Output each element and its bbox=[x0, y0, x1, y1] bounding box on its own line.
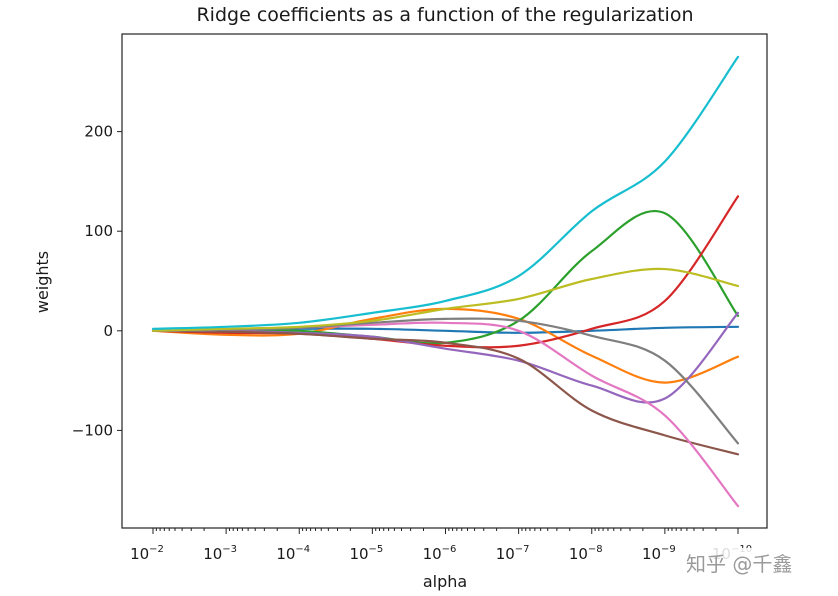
y-tick-label: −100 bbox=[72, 421, 113, 439]
x-axis-ticks: 10−210−310−410−510−610−710−810−910−10 bbox=[130, 528, 752, 563]
x-tick-label: 10−8 bbox=[569, 544, 603, 563]
watermark-background bbox=[680, 548, 828, 580]
x-tick-label: 10−6 bbox=[423, 544, 457, 563]
y-tick-label: 200 bbox=[84, 123, 113, 141]
x-tick-label: 10−2 bbox=[130, 544, 164, 563]
x-tick-label: 10−5 bbox=[349, 544, 383, 563]
series-line-coef-cyan bbox=[151, 55, 740, 330]
chart-title: Ridge coefficients as a function of the … bbox=[196, 4, 693, 26]
series-line-coef-brown bbox=[151, 329, 740, 456]
x-tick-label: 10−7 bbox=[496, 544, 530, 563]
x-tick-label: 10−4 bbox=[276, 544, 310, 563]
y-tick-label: 100 bbox=[84, 222, 113, 240]
series-line-coef-pink bbox=[151, 321, 740, 508]
plot-frame bbox=[121, 33, 768, 529]
x-axis-label: alpha bbox=[423, 572, 467, 591]
y-axis-label: weights bbox=[33, 251, 52, 313]
watermark-text: 知乎 @千鑫 bbox=[686, 552, 792, 576]
series-line-coef-red bbox=[151, 195, 740, 349]
x-tick-label: 10−9 bbox=[642, 544, 676, 563]
y-tick-label: 0 bbox=[103, 322, 113, 340]
series-line-coef-olive bbox=[151, 267, 740, 332]
y-axis-ticks: 200 100 0 −100 bbox=[72, 123, 122, 439]
series-group bbox=[151, 55, 740, 508]
x-tick-label: 10−3 bbox=[203, 544, 237, 563]
